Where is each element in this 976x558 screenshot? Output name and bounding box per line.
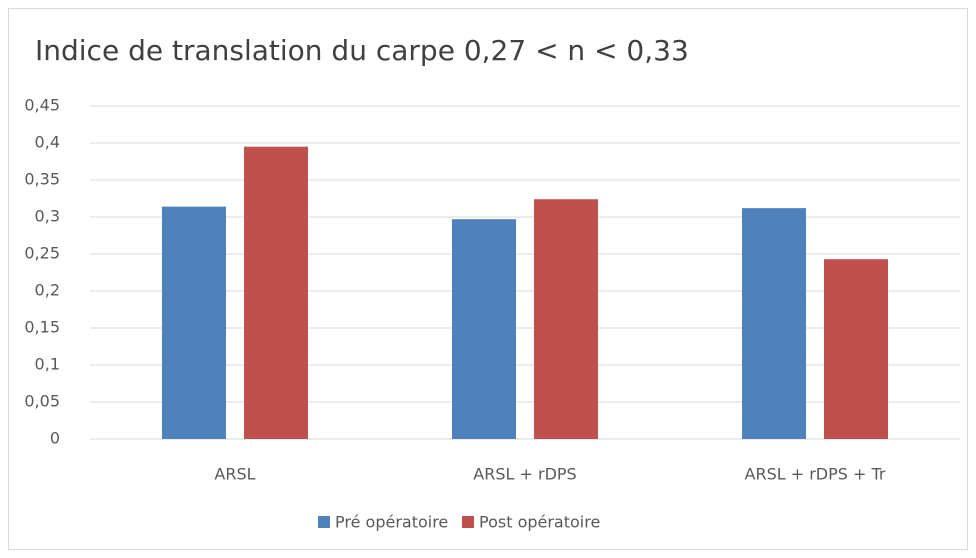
y-tick-label: 0 xyxy=(50,429,60,448)
y-tick-label: 0,25 xyxy=(24,244,60,263)
legend-label: Post opératoire xyxy=(479,513,600,532)
y-tick-label: 0,4 xyxy=(35,133,60,152)
x-tick-label: ARSL + rDPS + Tr xyxy=(745,465,886,484)
y-tick-label: 0,45 xyxy=(24,96,60,115)
y-tick-label: 0,2 xyxy=(35,281,60,300)
x-tick-label: ARSL + rDPS xyxy=(473,465,576,484)
x-tick-label: ARSL xyxy=(214,465,255,484)
y-tick-label: 0,3 xyxy=(35,207,60,226)
legend-label: Pré opératoire xyxy=(335,513,448,532)
chart-title: Indice de translation du carpe 0,27 < n … xyxy=(35,34,689,67)
bar xyxy=(742,208,806,439)
bar xyxy=(162,206,226,439)
bar xyxy=(824,259,888,439)
bar xyxy=(244,146,308,439)
legend-swatch xyxy=(462,516,474,528)
y-tick-label: 0,15 xyxy=(24,318,60,337)
bar xyxy=(452,219,516,439)
y-tick-label: 0,1 xyxy=(35,355,60,374)
y-tick-label: 0,05 xyxy=(24,392,60,411)
bar xyxy=(534,199,598,439)
legend-swatch xyxy=(318,516,330,528)
y-tick-label: 0,35 xyxy=(24,170,60,189)
